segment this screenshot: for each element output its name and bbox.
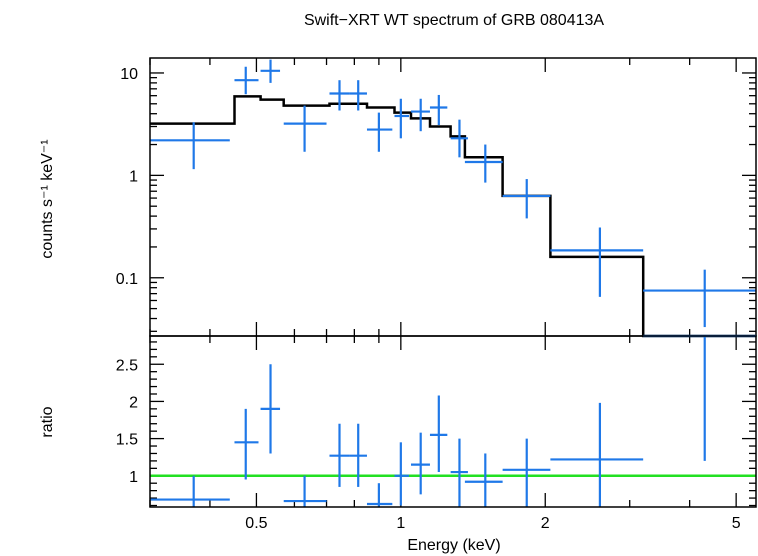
data-point: [550, 402, 644, 507]
y-tick-label: 1: [129, 469, 138, 486]
panel-frame: [149, 57, 757, 337]
data-point: [394, 442, 410, 506]
data-point: [366, 483, 393, 507]
chart-title: Swift−XRT WT spectrum of GRB 080413A: [304, 12, 604, 29]
data-point: [329, 423, 350, 487]
y-tick-label: 10: [120, 66, 138, 83]
model-line: [150, 95, 756, 338]
data-point: [260, 59, 281, 83]
data-point: [550, 227, 644, 297]
x-tick-label: 2: [541, 515, 550, 532]
y-tick-label: 1.5: [116, 432, 138, 449]
data-point: [150, 122, 230, 170]
data-point: [150, 475, 230, 507]
y-tick-label: 0.1: [116, 271, 138, 288]
data-point: [394, 98, 410, 139]
data-point: [366, 112, 393, 152]
ratio-panel: 1 1.5 2 2.5 0.5 1 2 5: [116, 334, 757, 532]
data-point: [349, 423, 367, 487]
y-tick-label: 1: [129, 168, 138, 185]
y-tick-label: 2: [129, 394, 138, 411]
data-point: [643, 334, 756, 461]
data-point: [502, 438, 551, 507]
spectrum-panel: 0.1 1 10: [116, 57, 757, 338]
data-point: [260, 364, 281, 454]
y-axis-label-spectrum: counts s⁻¹ keV⁻¹: [39, 139, 56, 258]
data-point: [429, 395, 448, 473]
data-point: [464, 144, 503, 183]
x-tick-label: 1: [396, 515, 405, 532]
data-point: [234, 66, 259, 95]
data-point: [410, 98, 430, 132]
data-point: [450, 119, 468, 158]
y-axis-label-ratio: ratio: [39, 406, 56, 437]
data-point: [283, 105, 327, 152]
data-point: [429, 94, 448, 126]
data-point: [464, 453, 503, 507]
data-point: [502, 179, 551, 219]
data-point: [349, 80, 367, 111]
data-point: [329, 80, 350, 111]
data-point: [643, 269, 756, 328]
y-tick-label: 2.5: [116, 357, 138, 374]
x-tick-label: 5: [732, 515, 741, 532]
x-tick-label: 0.5: [245, 515, 267, 532]
panel-frame: [149, 335, 757, 508]
data-point: [283, 475, 327, 507]
data-point: [234, 408, 259, 480]
data-point: [450, 438, 468, 507]
x-axis-label: Energy (keV): [407, 537, 500, 554]
data-point: [410, 432, 430, 495]
